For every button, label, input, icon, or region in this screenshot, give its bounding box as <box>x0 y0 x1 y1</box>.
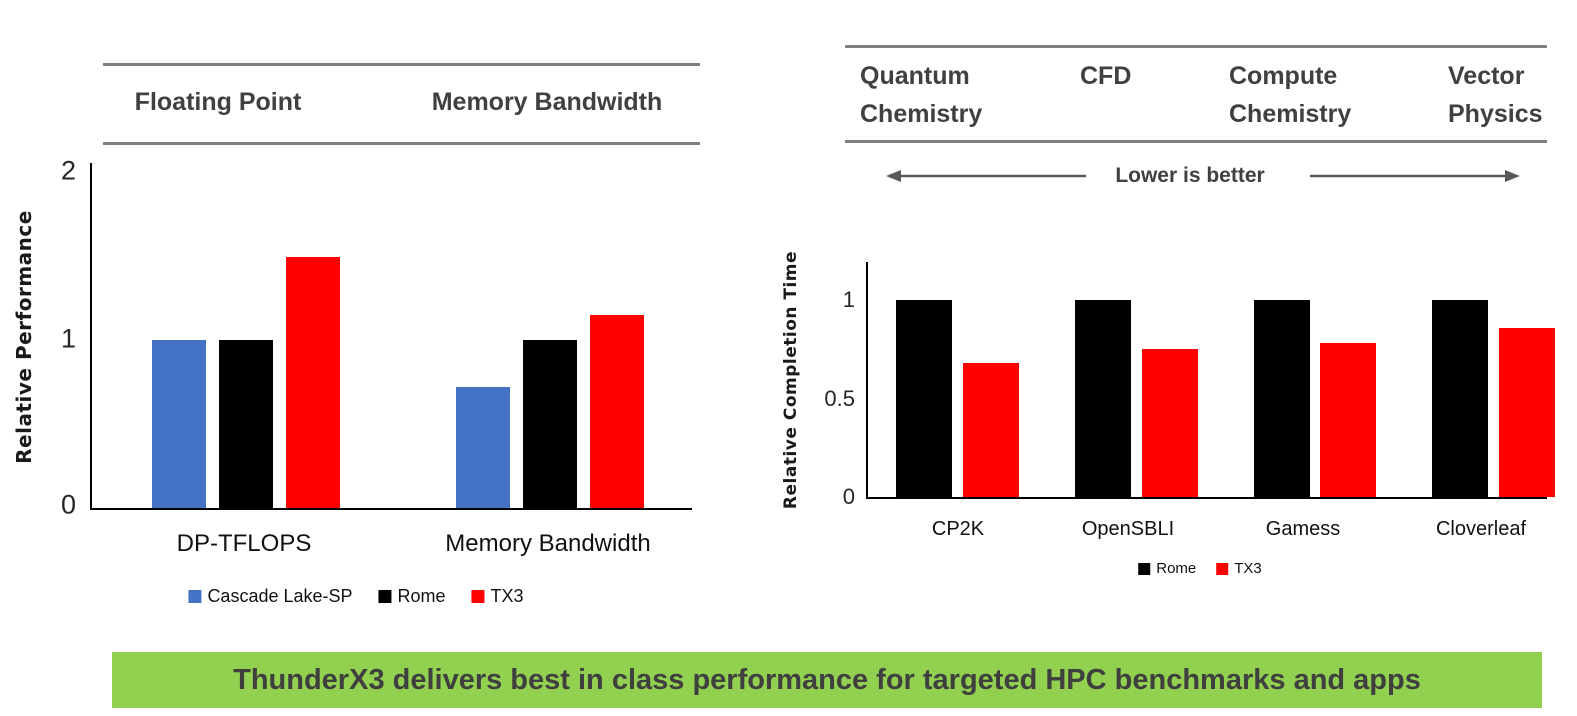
bar-TX3-Memory Bandwidth <box>590 315 644 508</box>
legend-label-Rome: Rome <box>397 586 446 606</box>
bar-Rome-CP2K <box>896 300 952 497</box>
legend-swatch-Rome <box>1138 562 1151 575</box>
bar-TX3-DP-TFLOPS <box>286 257 340 508</box>
right-xcat-cp2k: CP2K <box>931 518 985 540</box>
legend-swatch-Rome <box>378 590 392 603</box>
left-header-floating-point: Floating Point <box>134 88 302 116</box>
bar-Rome-Memory Bandwidth <box>523 340 577 508</box>
right-chart: Quantum Chemistry CFD Compute Chemistry … <box>760 0 1577 640</box>
legend-item-TX3: TX3 <box>1216 560 1262 577</box>
bar-TX3-OpenSBLI <box>1142 349 1198 497</box>
bar-TX3-Cloverleaf <box>1499 328 1555 497</box>
left-header-bottom-rule <box>103 142 700 145</box>
legend-swatch-Cascade Lake-SP <box>188 590 202 603</box>
left-arrow-icon <box>886 170 1086 182</box>
left-plot-area <box>90 163 692 510</box>
right-header-bottom-rule <box>845 140 1547 143</box>
left-legend: Cascade Lake-SP Rome TX3 <box>188 586 524 607</box>
banner: ThunderX3 delivers best in class perform… <box>112 652 1542 708</box>
legend-swatch-TX3 <box>471 590 485 603</box>
right-header-compute-chemistry: Compute Chemistry <box>1229 62 1352 128</box>
right-header-top-rule <box>845 45 1547 48</box>
legend-label-Cascade Lake-SP: Cascade Lake-SP <box>207 586 353 606</box>
right-xcat-cloverleaf: Cloverleaf <box>1435 518 1527 540</box>
legend-label-TX3: TX3 <box>490 586 524 606</box>
left-ytick-2: 2 <box>60 155 76 186</box>
right-header-cfd: CFD <box>1080 62 1132 90</box>
left-y-axis-title: Relative Performance <box>12 210 36 464</box>
bar-Rome-OpenSBLI <box>1075 300 1131 497</box>
lower-is-better-label: Lower is better <box>1115 164 1265 187</box>
banner-text: ThunderX3 delivers best in class perform… <box>233 663 1421 696</box>
bar-Cascade Lake-SP-DP-TFLOPS <box>152 340 206 508</box>
legend-swatch-TX3 <box>1216 562 1229 575</box>
bar-Rome-Cloverleaf <box>1432 300 1488 497</box>
right-plot-area <box>866 262 1555 499</box>
right-arrow-icon <box>1310 170 1520 182</box>
right-ytick-0: 0 <box>842 484 855 509</box>
legend-item-Rome: Rome <box>378 586 446 607</box>
left-ytick-1: 1 <box>60 323 76 354</box>
right-xcat-gamess: Gamess <box>1265 518 1341 540</box>
bar-Rome-Gamess <box>1254 300 1310 497</box>
left-chart: Floating Point Memory Bandwidth Relative… <box>0 0 740 640</box>
legend-item-TX3: TX3 <box>471 586 524 607</box>
left-xcat-memory-bandwidth: Memory Bandwidth <box>445 530 651 557</box>
right-header-quantum-chemistry: Quantum Chemistry <box>860 62 983 128</box>
bar-TX3-CP2K <box>963 363 1019 497</box>
right-legend: Rome TX3 <box>1138 560 1262 577</box>
legend-label-Rome: Rome <box>1156 560 1197 577</box>
right-ytick-0-5: 0.5 <box>824 386 855 411</box>
legend-item-Cascade Lake-SP: Cascade Lake-SP <box>188 586 353 607</box>
bar-Rome-DP-TFLOPS <box>219 340 273 508</box>
right-y-axis-title: Relative Completion Time <box>781 250 801 510</box>
left-header-top-rule <box>103 63 700 66</box>
bar-TX3-Gamess <box>1320 343 1376 497</box>
right-xcat-opensbli: OpenSBLI <box>1081 518 1175 540</box>
left-header-memory-bandwidth: Memory Bandwidth <box>431 88 663 116</box>
right-header-vector-physics: Vector Physics <box>1448 62 1543 128</box>
legend-label-TX3: TX3 <box>1234 560 1262 577</box>
left-ytick-0: 0 <box>60 489 76 520</box>
bar-Cascade Lake-SP-Memory Bandwidth <box>456 387 510 508</box>
left-xcat-dp-tflops: DP-TFLOPS <box>176 530 312 557</box>
legend-item-Rome: Rome <box>1138 560 1196 577</box>
right-ytick-1: 1 <box>842 287 855 312</box>
